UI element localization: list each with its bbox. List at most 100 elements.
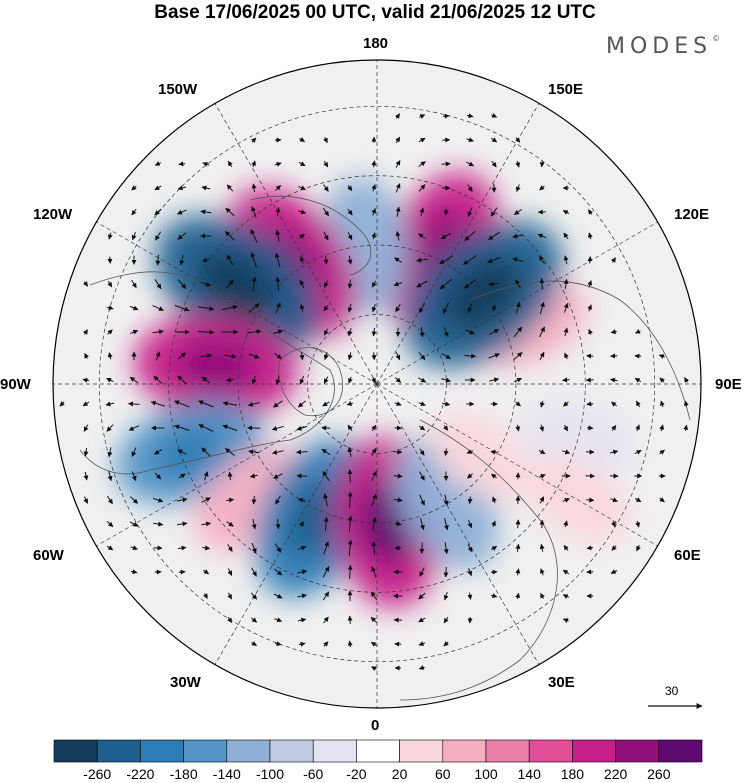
wind-arrow-203	[634, 353, 642, 359]
wind-arrow-408	[347, 564, 353, 579]
lon-label-60w: 60W	[33, 547, 64, 564]
wind-arrow-204	[658, 354, 665, 359]
wind-arrow-275	[587, 425, 594, 431]
wind-arrow-384	[297, 545, 307, 551]
wind-arrow-442	[347, 615, 353, 624]
wind-arrow-364	[347, 515, 353, 533]
wind-arrow-233	[128, 401, 140, 407]
wind-arrow-298	[538, 449, 546, 455]
wind-arrow-317	[393, 473, 403, 479]
wind-arrow-373	[563, 520, 569, 528]
wind-arrow-211	[226, 377, 234, 383]
wind-arrow-377	[130, 545, 138, 551]
wind-arrow-60	[322, 207, 330, 217]
wind-arrow-296	[466, 449, 474, 454]
colorbar	[53, 739, 703, 763]
wind-arrow-241	[322, 401, 330, 407]
wind-arrow-102	[323, 255, 329, 265]
wind-arrow-290	[321, 448, 331, 456]
wind-arrow-23	[298, 161, 306, 167]
wind-arrow-78	[250, 228, 258, 243]
wind-arrow-47	[467, 184, 473, 192]
wind-arrow-297	[490, 449, 498, 455]
wind-arrow-359	[226, 521, 234, 527]
wind-arrow-271	[443, 425, 449, 431]
wind-arrow-338	[297, 497, 306, 503]
wind-arrow-74	[154, 231, 162, 241]
colorbar-segment-4	[183, 739, 228, 763]
wind-arrow-437	[227, 617, 233, 624]
wind-arrow-249	[539, 400, 545, 408]
wind-arrow-224	[562, 377, 570, 383]
wind-arrow-97	[202, 257, 210, 263]
wind-arrow-260	[174, 424, 190, 431]
wind-arrow-112	[587, 256, 593, 264]
wind-arrow-306	[131, 471, 137, 482]
wind-arrow-166	[323, 328, 329, 336]
wind-arrow-245	[442, 401, 451, 407]
wind-arrow-188	[274, 352, 282, 360]
wind-arrow-2	[419, 114, 426, 119]
colorbar-segment-2	[96, 739, 141, 763]
wind-arrow-95	[155, 254, 161, 266]
wind-arrow-151	[467, 303, 473, 313]
wind-arrow-341	[371, 493, 377, 507]
wind-arrow-379	[177, 545, 187, 551]
copyright-mark: ©	[712, 34, 721, 43]
coastline-greenland	[278, 347, 343, 417]
wind-arrow-173	[489, 328, 500, 336]
wind-arrow-88	[487, 231, 500, 241]
wind-arrow-131	[488, 281, 500, 287]
latitude-circle-45	[168, 175, 586, 593]
wind-arrow-116	[131, 279, 137, 289]
wind-arrow-350	[586, 497, 595, 503]
wind-arrow-243	[394, 401, 402, 407]
colorbar-tick-7: -20	[346, 766, 367, 782]
wind-arrow-273	[539, 424, 545, 432]
meridian-240	[96, 221, 378, 385]
wind-arrow-395	[563, 545, 569, 551]
wind-arrow-237	[222, 401, 237, 407]
wind-arrow-448	[562, 618, 569, 623]
wind-arrow-49	[515, 184, 521, 192]
wind-arrow-104	[394, 257, 402, 263]
wind-arrow-323	[538, 474, 546, 479]
wind-arrow-137	[129, 305, 139, 311]
wind-arrow-195	[441, 352, 451, 360]
wind-arrow-368	[443, 517, 449, 531]
wind-arrow-303	[659, 449, 665, 455]
wind-arrow-9	[323, 137, 328, 144]
wind-arrow-363	[323, 516, 329, 531]
wind-arrow-232	[105, 401, 115, 407]
wind-arrow-50	[539, 185, 545, 191]
wind-arrow-222	[489, 377, 500, 383]
wind-arrow-342	[393, 497, 403, 503]
colorbar-tick-3: -180	[169, 766, 198, 782]
wind-arrow-205	[82, 377, 90, 383]
wind-arrow-184	[177, 352, 187, 360]
wind-arrow-133	[539, 277, 545, 290]
wind-arrow-144	[299, 303, 305, 312]
wind-arrow-321	[491, 473, 497, 479]
wind-arrow-393	[515, 543, 521, 552]
wind-arrow-162	[197, 329, 215, 335]
colorbar-segment-9	[399, 739, 444, 763]
wind-arrow-443	[370, 616, 378, 624]
wind-arrow-354	[106, 520, 114, 528]
wind-arrow-230	[59, 401, 65, 407]
wind-arrow-250	[563, 401, 569, 407]
anomaly-core-6	[153, 426, 227, 478]
wind-arrow-141	[222, 304, 239, 311]
wind-arrow-423	[273, 593, 283, 599]
lon-label-120e: 120E	[674, 206, 710, 223]
colorbar-tick-2: -220	[126, 766, 155, 782]
wind-arrow-134	[563, 278, 569, 289]
wind-arrow-59	[298, 209, 307, 215]
wind-arrow-229	[684, 377, 690, 383]
wind-arrow-396	[586, 545, 594, 551]
map-outline	[52, 59, 702, 709]
wind-arrow-148	[395, 303, 401, 313]
wind-arrow-279	[683, 424, 689, 432]
wind-arrow-235	[174, 400, 190, 408]
wind-arrow-114	[82, 281, 89, 287]
